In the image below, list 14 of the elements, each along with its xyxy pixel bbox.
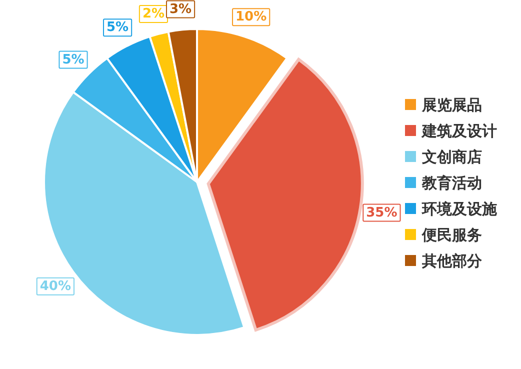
data-label: 5% (62, 52, 84, 68)
legend-label: 文创商店 (421, 148, 482, 166)
data-label: 5% (106, 20, 129, 36)
legend-label: 建筑及设计 (421, 122, 497, 140)
legend-label: 展览展品 (421, 96, 482, 114)
legend-label: 环境及设施 (421, 200, 498, 218)
data-label: 35% (366, 205, 398, 220)
legend-label: 便民服务 (421, 226, 482, 244)
legend-label: 教育活动 (421, 174, 482, 192)
data-label: 2% (142, 6, 165, 22)
legend-label: 其他部分 (421, 252, 483, 270)
data-label: 3% (169, 2, 192, 17)
data-label: 10% (236, 10, 267, 25)
data-label: 40% (40, 278, 71, 294)
